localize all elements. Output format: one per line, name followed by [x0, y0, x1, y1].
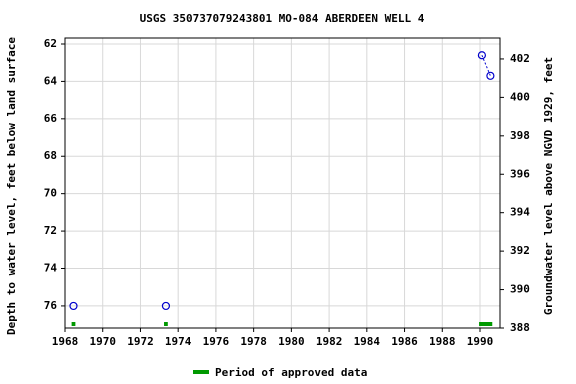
y2-tick-label: 400	[510, 90, 530, 103]
y2-tick-label: 388	[510, 321, 530, 334]
y2-tick-label: 396	[510, 167, 530, 180]
x-tick-label: 1974	[165, 335, 192, 348]
x-tick-label: 1986	[391, 335, 418, 348]
x-tick-label: 1976	[203, 335, 230, 348]
x-tick-label: 1970	[89, 335, 116, 348]
y-tick-label: 70	[44, 187, 57, 200]
approved-period	[479, 322, 493, 326]
data-point	[69, 301, 78, 311]
x-tick-label: 1982	[316, 335, 343, 348]
y-tick-label: 72	[44, 224, 57, 237]
y-axis-label: Depth to water level, feet below land su…	[5, 37, 18, 335]
y2-axis-label: Groundwater level above NGVD 1929, feet	[542, 57, 555, 315]
approved-period	[71, 322, 76, 326]
y-tick-label: 66	[44, 112, 58, 125]
chart-title: USGS 350737079243801 MO-084 ABERDEEN WEL…	[140, 12, 425, 25]
y-tick-label: 76	[44, 299, 58, 312]
x-tick-label: 1980	[278, 335, 305, 348]
y-tick-label: 74	[44, 262, 58, 275]
x-tick-label: 1972	[127, 335, 154, 348]
data-point	[161, 301, 171, 311]
x-tick-label: 1988	[429, 335, 456, 348]
x-tick-label: 1978	[240, 335, 267, 348]
x-tick-label: 1968	[52, 335, 79, 348]
x-tick-label: 1990	[467, 335, 494, 348]
legend-label: Period of approved data	[215, 366, 367, 379]
y-tick-label: 62	[44, 37, 57, 50]
y2-tick-label: 390	[510, 283, 530, 296]
y2-tick-label: 402	[510, 52, 530, 65]
approved-period	[164, 322, 168, 326]
y-tick-label: 68	[44, 149, 57, 162]
y2-tick-label: 398	[510, 129, 530, 142]
data-point	[477, 51, 486, 60]
data-point	[486, 71, 495, 80]
y2-tick-label: 394	[510, 206, 530, 219]
y-tick-label: 64	[44, 74, 58, 87]
plot-frame	[64, 37, 501, 329]
x-tick-label: 1984	[354, 335, 381, 348]
y2-tick-label: 392	[510, 244, 530, 257]
